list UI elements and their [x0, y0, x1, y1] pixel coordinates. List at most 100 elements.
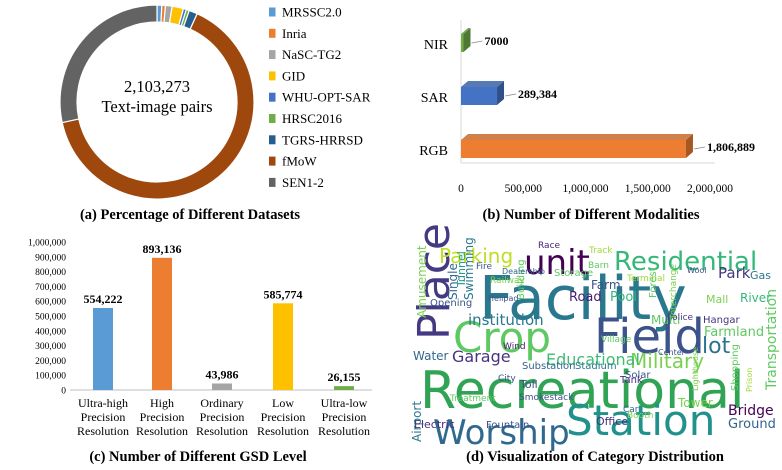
- value-leader: [471, 40, 483, 44]
- cloud-word-gas: Gas: [750, 269, 771, 282]
- cloud-word-helipad: Helipad: [488, 294, 518, 303]
- word-cloud: Recreational Facility Station Crop Field Wors…: [409, 223, 780, 453]
- cloud-word-residential: Residential: [614, 247, 757, 277]
- cloud-word-hangar: Hangar: [703, 315, 740, 326]
- cloud-word-tunnel: Tunnel: [455, 251, 468, 288]
- legend-swatch: [269, 92, 276, 102]
- gsd-category-label: Precision: [322, 410, 367, 424]
- bar-rgb: [461, 140, 686, 158]
- gsd-bar-1: [152, 257, 172, 390]
- x-tick-label: 1,500,000: [625, 183, 671, 195]
- cloud-word-pool: Pool: [610, 290, 637, 305]
- gsd-category-label: Resolution: [77, 424, 129, 438]
- x-tick-label: 2,000,000: [687, 183, 733, 195]
- cloud-word-lighthouse: Lighthouse: [691, 347, 700, 391]
- cloud-word-solar: Solar: [625, 370, 651, 381]
- panel-b-modalities: 0 500,000 1,000,000 1,500,000 2,000,000 NIR 70…: [419, 20, 755, 223]
- gsd-category-label: Resolution: [136, 424, 188, 438]
- cloud-word-facility: Facility: [479, 264, 687, 334]
- bar-nir: [461, 34, 464, 52]
- cloud-word-forest: Forest: [648, 267, 659, 298]
- value-label: 1,806,889: [707, 140, 755, 154]
- x-tick-label: 0: [458, 183, 464, 195]
- legend-swatch: [269, 177, 276, 187]
- cloud-word-educational: Educational: [546, 350, 640, 369]
- bar-side-face: [463, 28, 471, 52]
- cloud-word-center: Center: [658, 348, 686, 357]
- legend-label: fMoW: [282, 154, 317, 169]
- cloud-word-car: Car: [623, 405, 639, 415]
- value-leader: [693, 146, 706, 150]
- bar-side-face: [685, 134, 693, 158]
- cloud-word-crop: Crop: [453, 313, 551, 362]
- bar-top-face: [461, 28, 471, 34]
- gsd-category-label: Precision: [200, 410, 245, 424]
- cloud-word-shopping: Shopping: [730, 344, 741, 391]
- cloud-word-prison: Prison: [745, 368, 754, 392]
- legend-swatch: [269, 7, 276, 17]
- cloud-word-building: Building: [516, 259, 527, 300]
- gsd-bar-4: [334, 386, 354, 390]
- legend-swatch: [269, 28, 276, 38]
- gsd-category-label: Ordinary: [200, 396, 243, 410]
- cloud-word-race: Race: [538, 241, 561, 251]
- cloud-word-barn: Barn: [588, 261, 609, 271]
- cloud-word-airport: Airport: [410, 401, 424, 442]
- y-tick-label: 200,000: [35, 357, 66, 367]
- gsd-bar-0: [93, 307, 113, 390]
- cloud-word-track: Track: [588, 246, 613, 256]
- cloud-word-garage: Garage: [452, 347, 511, 366]
- gsd-value-label: 585,774: [264, 287, 303, 301]
- cloud-word-military: Military: [630, 349, 704, 373]
- cloud-word-wind: Wind: [503, 342, 526, 352]
- cloud-word-multi: Multi: [651, 313, 680, 327]
- legend-label: TGRS-HRRSD: [282, 132, 363, 147]
- legend-swatch: [269, 114, 276, 123]
- gsd-category-label: Precision: [140, 410, 185, 424]
- legend-swatch: [269, 156, 276, 166]
- category-label-sar: SAR: [421, 91, 449, 106]
- category-label-nir: NIR: [424, 38, 449, 53]
- cloud-word-ground: Ground: [728, 417, 776, 432]
- cloud-word-terminal: Terminal: [626, 274, 665, 284]
- legend-swatch: [269, 50, 276, 60]
- gsd-category-label: Resolution: [318, 424, 370, 438]
- cloud-word-toll: Toll: [519, 378, 538, 391]
- cloud-word-tank: Tank: [619, 375, 643, 386]
- cloud-word-park: Park: [718, 264, 751, 282]
- cloud-word-electric: Electric: [414, 418, 455, 431]
- gsd-value-label: 26,155: [328, 370, 361, 384]
- cloud-word-treatment: Treatment: [449, 394, 496, 404]
- bar-side-face: [497, 81, 505, 105]
- cloud-word-fountain: Fountain: [486, 420, 529, 431]
- cloud-word-farm: Farm: [591, 278, 621, 292]
- y-tick-label: 500,000: [35, 313, 66, 323]
- donut-chart: [59, 4, 255, 200]
- gsd-category-label: Low: [272, 396, 294, 410]
- gsd-bar-2: [212, 383, 232, 390]
- gsd-category-label: Resolution: [257, 424, 309, 438]
- y-tick-label: 900,000: [35, 253, 66, 263]
- value-label: 7000: [485, 34, 509, 48]
- cloud-word-interchange: Interchange: [669, 263, 679, 318]
- cloud-word-stadium: Stadium: [575, 361, 617, 372]
- gsd-category-label: Precision: [81, 410, 126, 424]
- cloud-word-water: Water: [413, 349, 449, 363]
- legend-label: GID: [282, 68, 305, 83]
- y-tick-label: 100,000: [35, 372, 66, 382]
- cloud-word-smokestack: Smokestack: [519, 393, 574, 403]
- cloud-word-railway: Railway: [490, 276, 525, 286]
- cloud-word-booth: Booth: [627, 411, 653, 421]
- caption-d: (d) Visualization of Category Distributi…: [466, 449, 724, 465]
- cloud-word-wool: Wool: [687, 266, 706, 275]
- y-tick-label: 300,000: [35, 342, 66, 352]
- caption-c: (c) Number of Different GSD Level: [89, 449, 306, 465]
- bar-top-face: [461, 81, 505, 87]
- gsd-category-label: Ultra-high: [78, 396, 128, 410]
- gsd-category-label: Ultra-low: [321, 396, 368, 410]
- x-tick-label: 500,000: [505, 183, 543, 195]
- cloud-word-institution: institution: [468, 311, 544, 329]
- donut-slice-sen1-2: [59, 4, 158, 124]
- legend-label: Inria: [282, 26, 307, 41]
